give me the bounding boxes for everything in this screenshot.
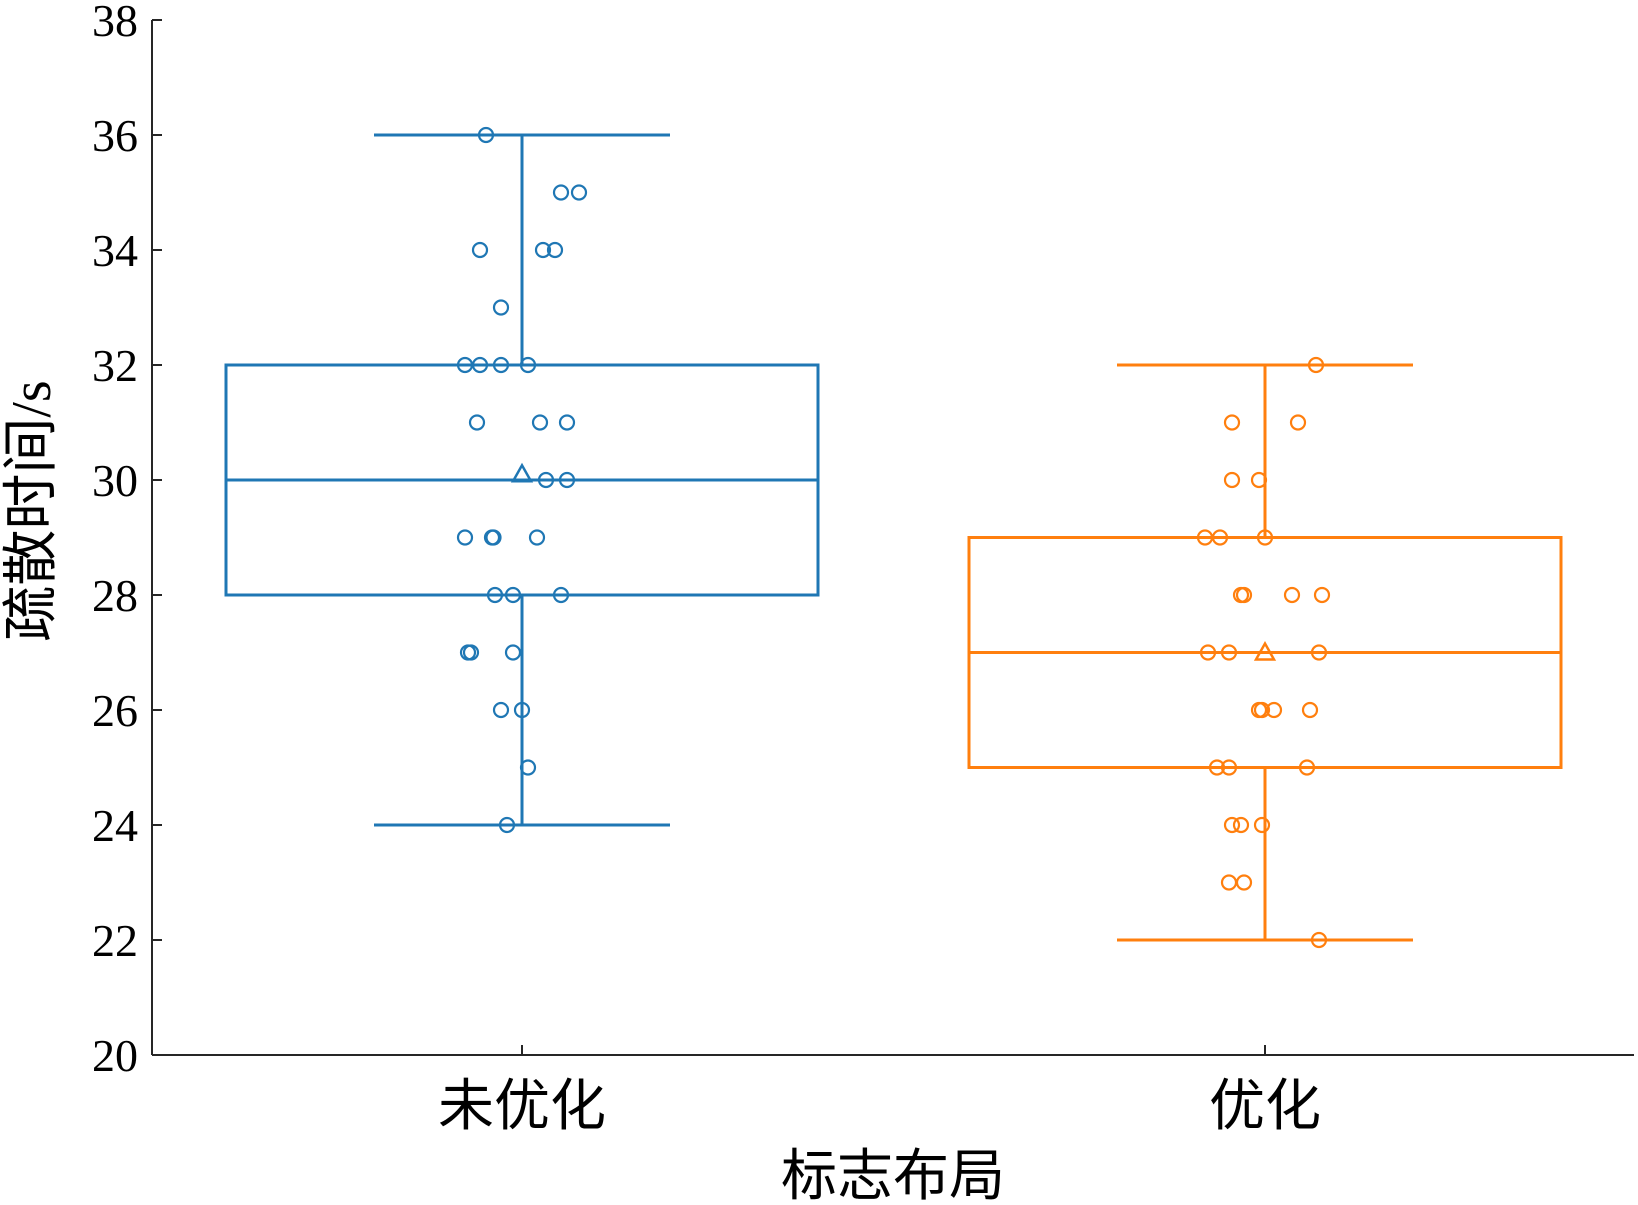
- data-point: [1313, 586, 1331, 604]
- x-tick-label: 未优化: [438, 1076, 606, 1138]
- data-point: [492, 356, 510, 374]
- data-point: [504, 586, 522, 604]
- data-point: [1199, 644, 1217, 661]
- data-point: [471, 356, 489, 374]
- data-point: [570, 184, 588, 201]
- data-point: [1211, 529, 1229, 546]
- data-point: [1310, 931, 1328, 949]
- data-point: [1265, 701, 1283, 719]
- y-tick-label: 28: [92, 570, 138, 621]
- data-point: [1253, 816, 1271, 834]
- data-point: [513, 701, 531, 719]
- y-tick-label: 30: [92, 455, 138, 506]
- data-point: [1220, 874, 1238, 891]
- data-point: [1208, 759, 1226, 776]
- y-axis-title: 疏散时间/s: [1, 380, 63, 641]
- data-point: [1220, 759, 1238, 776]
- data-point: [1232, 816, 1250, 834]
- data-point: [1253, 701, 1271, 719]
- data-point: [1250, 471, 1268, 489]
- boxes: [224, 126, 1563, 949]
- data-point: [1301, 701, 1319, 719]
- y-tick-label: 36: [92, 110, 138, 161]
- y-tick-label: 38: [92, 0, 138, 46]
- data-point: [552, 184, 570, 201]
- x-axis-title: 标志布局: [781, 1146, 1005, 1205]
- box-group: [967, 356, 1563, 949]
- mean-marker: [1253, 640, 1277, 661]
- mean-marker: [510, 462, 534, 483]
- data-point: [558, 471, 576, 489]
- data-point: [1223, 471, 1241, 489]
- data-point: [519, 759, 537, 776]
- data-point: [498, 816, 516, 834]
- data-point: [477, 126, 495, 144]
- y-tick-label: 24: [92, 800, 138, 851]
- data-point: [1235, 586, 1253, 604]
- data-point: [485, 529, 502, 546]
- data-point: [1283, 586, 1301, 604]
- x-tick-label: 优化: [1209, 1076, 1321, 1138]
- y-tick-label: 26: [92, 685, 138, 736]
- y-tick-label: 22: [92, 915, 138, 966]
- data-point: [1256, 529, 1274, 546]
- data-point: [471, 241, 489, 259]
- data-point: [462, 644, 480, 661]
- data-point: [1223, 414, 1241, 431]
- data-point: [486, 586, 504, 604]
- data-point: [1307, 356, 1325, 374]
- data-point: [531, 414, 549, 431]
- data-point: [468, 414, 486, 431]
- data-point: [558, 414, 576, 431]
- data-point: [1298, 759, 1316, 776]
- data-point: [519, 356, 537, 374]
- data-point: [504, 644, 522, 661]
- y-tick-label: 32: [92, 340, 138, 391]
- data-point: [528, 529, 546, 546]
- data-point: [534, 241, 552, 259]
- data-point: [456, 529, 474, 546]
- data-point: [1223, 816, 1241, 834]
- data-point: [492, 299, 510, 316]
- data-point: [552, 586, 570, 604]
- x-ticks: 未优化 优化: [438, 1045, 1321, 1138]
- plot-area: 20 22 24 26 28 30 32 34 36 38 未优化 优化: [92, 0, 1634, 1138]
- data-point: [1310, 644, 1328, 661]
- data-point: [537, 471, 555, 489]
- y-tick-label: 34: [92, 225, 138, 276]
- data-point: [1289, 414, 1307, 431]
- box-group: [224, 126, 820, 834]
- y-ticks: 20 22 24 26 28 30 32 34 36 38: [92, 0, 162, 1081]
- data-point: [1235, 874, 1253, 891]
- data-point: [546, 241, 564, 259]
- data-point: [1220, 644, 1238, 661]
- data-point: [492, 701, 510, 719]
- y-tick-label: 20: [92, 1030, 138, 1081]
